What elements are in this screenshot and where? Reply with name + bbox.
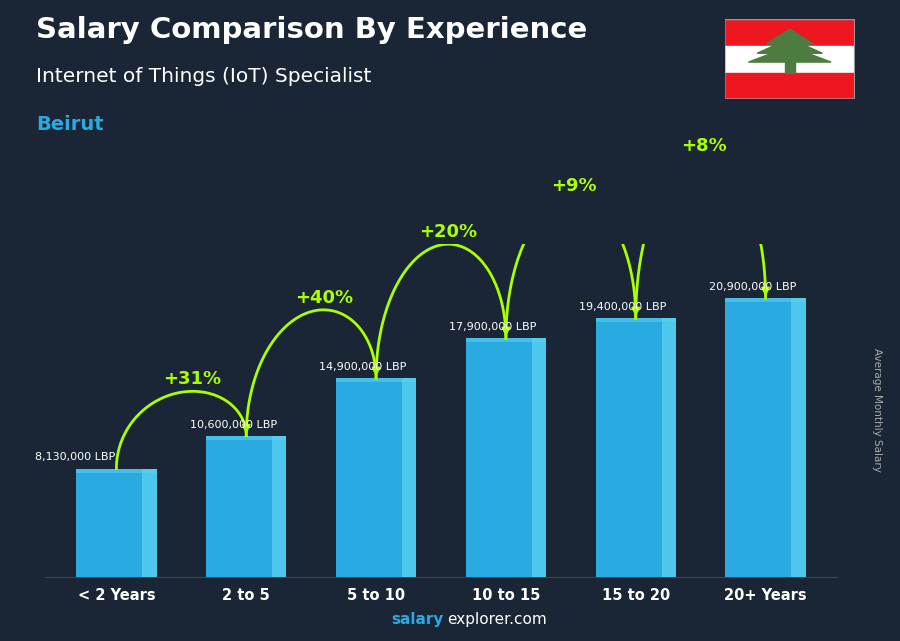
Bar — [724, 46, 855, 72]
Bar — [206, 436, 286, 440]
Bar — [76, 469, 157, 577]
Text: 17,900,000 LBP: 17,900,000 LBP — [449, 322, 536, 332]
Text: Beirut: Beirut — [36, 115, 104, 135]
Bar — [336, 378, 417, 577]
Bar — [532, 338, 546, 577]
Bar — [791, 298, 806, 577]
Bar — [465, 338, 546, 342]
Bar — [142, 469, 157, 577]
Text: 10,600,000 LBP: 10,600,000 LBP — [190, 420, 277, 429]
Text: explorer.com: explorer.com — [447, 612, 547, 627]
Text: Salary Comparison By Experience: Salary Comparison By Experience — [36, 16, 587, 44]
Text: salary: salary — [392, 612, 444, 627]
Text: +40%: +40% — [295, 288, 354, 306]
Text: 19,400,000 LBP: 19,400,000 LBP — [579, 303, 667, 312]
Text: +31%: +31% — [164, 370, 221, 388]
Polygon shape — [749, 46, 831, 62]
Bar — [272, 436, 286, 577]
Bar — [725, 298, 806, 577]
Polygon shape — [757, 38, 823, 53]
Bar — [76, 469, 157, 472]
Bar — [725, 298, 806, 303]
Bar — [336, 378, 417, 382]
Text: 8,130,000 LBP: 8,130,000 LBP — [35, 452, 115, 462]
Bar — [206, 436, 286, 577]
Text: 14,900,000 LBP: 14,900,000 LBP — [320, 362, 407, 372]
Text: +8%: +8% — [681, 137, 726, 154]
Text: +20%: +20% — [419, 223, 477, 241]
Bar — [724, 19, 855, 46]
Text: Average Monthly Salary: Average Monthly Salary — [872, 348, 883, 472]
Bar — [596, 318, 676, 322]
Text: Internet of Things (IoT) Specialist: Internet of Things (IoT) Specialist — [36, 67, 372, 87]
Text: 20,900,000 LBP: 20,900,000 LBP — [709, 282, 796, 292]
Text: +9%: +9% — [551, 177, 597, 195]
Bar — [785, 62, 795, 72]
Bar — [465, 338, 546, 577]
Bar — [596, 318, 676, 577]
Bar — [401, 378, 417, 577]
Bar — [724, 72, 855, 99]
Bar — [662, 318, 676, 577]
Polygon shape — [766, 29, 814, 44]
